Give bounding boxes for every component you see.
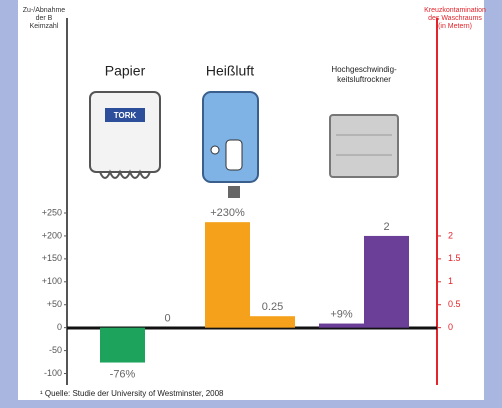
bar: [100, 327, 145, 363]
value-label: +9%: [330, 308, 353, 320]
y2-axis-title: des Waschraums: [428, 15, 482, 22]
y-tick-label: +200: [42, 230, 62, 240]
bar: [319, 323, 364, 328]
y-axis-title: der B: [36, 15, 53, 22]
y2-tick-label: 0: [448, 322, 453, 332]
y2-axis-title: Kreuzkontamination: [424, 7, 486, 14]
y-axis-title: Zu-/Abnahme: [23, 7, 66, 14]
category-label: Heißluft: [206, 63, 254, 79]
value-label: -76%: [110, 368, 136, 380]
value-label: 0.25: [262, 301, 283, 313]
bar: [205, 222, 250, 328]
y-tick-label: -100: [44, 368, 62, 378]
value-label: +230%: [210, 207, 245, 219]
y-tick-label: +250: [42, 207, 62, 217]
bar: [364, 235, 409, 328]
value-label: 2: [383, 221, 389, 233]
hand-dryer-icon: [202, 91, 259, 198]
panel: [18, 0, 484, 400]
y2-tick-label: 1.5: [448, 253, 461, 263]
y-tick-label: +50: [47, 299, 62, 309]
y-tick-label: -50: [49, 345, 62, 355]
y2-tick-label: 0.5: [448, 299, 461, 309]
value-label: 0: [164, 313, 170, 325]
y2-tick-label: 2: [448, 230, 453, 240]
category-label: Hochgeschwindig-: [331, 65, 397, 74]
y2-axis-title: (in Metern): [438, 23, 472, 30]
footnote: ¹ Quelle: Studie der University of Westm…: [40, 389, 224, 398]
category-label: keitsluftrockner: [337, 75, 391, 84]
bar: [250, 316, 295, 328]
paper-dispenser-icon: TORK: [89, 91, 161, 179]
y-tick-label: +100: [42, 276, 62, 286]
category-label: Papier: [105, 63, 146, 79]
y-tick-label: 0: [57, 322, 62, 332]
y-tick-label: +150: [42, 253, 62, 263]
svg-text:TORK: TORK: [114, 111, 137, 120]
y-axis-title: Keimzahl: [30, 23, 59, 30]
y2-tick-label: 1: [448, 276, 453, 286]
jet-dryer-icon: [329, 114, 399, 178]
